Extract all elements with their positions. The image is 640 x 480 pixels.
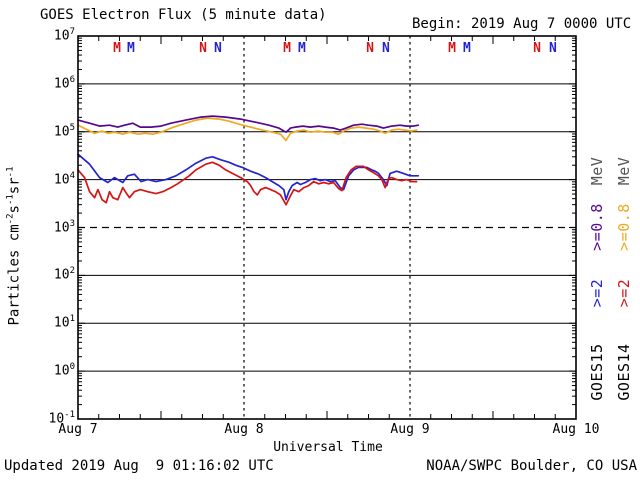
legend-goes15-ge2-mev: >=2 bbox=[588, 278, 606, 308]
x-tick-label-aug-8: Aug 8 bbox=[224, 422, 264, 437]
marker-m: M bbox=[298, 41, 306, 56]
y-tick-label-1e0: 100 bbox=[53, 362, 75, 379]
page-title: GOES Electron Flux (5 minute data) bbox=[40, 7, 327, 23]
source-attribution: NOAA/SWPC Boulder, CO USA bbox=[426, 458, 637, 474]
legend-satellite-goes15: GOES15 bbox=[588, 343, 606, 401]
marker-m: M bbox=[283, 41, 291, 56]
legend-goes14-ge2-mev: >=2 bbox=[615, 278, 633, 308]
marker-n: N bbox=[549, 41, 557, 56]
marker-m: M bbox=[113, 41, 121, 56]
x-tick-label-aug-7: Aug 7 bbox=[58, 422, 98, 437]
x-tick-label-aug-10: Aug 10 bbox=[552, 422, 600, 437]
plot-border bbox=[77, 35, 577, 420]
y-tick-label-1e2: 102 bbox=[53, 266, 75, 283]
series-goes15-0-8-mev bbox=[77, 115, 420, 134]
y-tick-label-1e3: 103 bbox=[53, 218, 75, 235]
legend-goes15-ge08-mev: >=0.8 bbox=[588, 203, 606, 251]
x-axis-label: Universal Time bbox=[273, 440, 383, 455]
y-tick-label-1e4: 104 bbox=[53, 170, 75, 187]
y-tick-label-1e1: 101 bbox=[53, 314, 75, 331]
marker-m: M bbox=[448, 41, 456, 56]
series-goes15-2-mev bbox=[77, 153, 420, 201]
marker-m: M bbox=[127, 41, 135, 56]
x-tick-label-aug-9: Aug 9 bbox=[390, 422, 430, 437]
updated-timestamp: Updated 2019 Aug 9 01:16:02 UTC bbox=[4, 458, 274, 474]
marker-n: N bbox=[214, 41, 222, 56]
marker-n: N bbox=[533, 41, 541, 56]
legend-satellite-goes14: GOES14 bbox=[615, 343, 633, 401]
y-axis-label: Particles cm-2s-1sr-1 bbox=[5, 166, 23, 326]
y-tick-label-1e5: 105 bbox=[53, 122, 75, 140]
y-tick-label-1e-1: 10-1 bbox=[48, 410, 76, 427]
marker-n: N bbox=[366, 41, 374, 56]
y-tick-label-1e6: 106 bbox=[53, 74, 75, 92]
marker-m: M bbox=[463, 41, 471, 56]
legend-goes14-ge08-mev: >=0.8 bbox=[615, 203, 633, 251]
series-goes14-2-mev bbox=[77, 161, 418, 206]
marker-n: N bbox=[199, 41, 207, 56]
begin-timestamp: Begin: 2019 Aug 7 0000 UTC bbox=[412, 16, 632, 32]
legend-goes15-mev-unit: MeV bbox=[588, 156, 606, 186]
legend-goes14-mev-unit: MeV bbox=[615, 156, 633, 186]
marker-n: N bbox=[382, 41, 390, 56]
series-goes14-0-8-mev bbox=[77, 117, 418, 142]
y-tick-label-1e7: 107 bbox=[53, 27, 75, 44]
